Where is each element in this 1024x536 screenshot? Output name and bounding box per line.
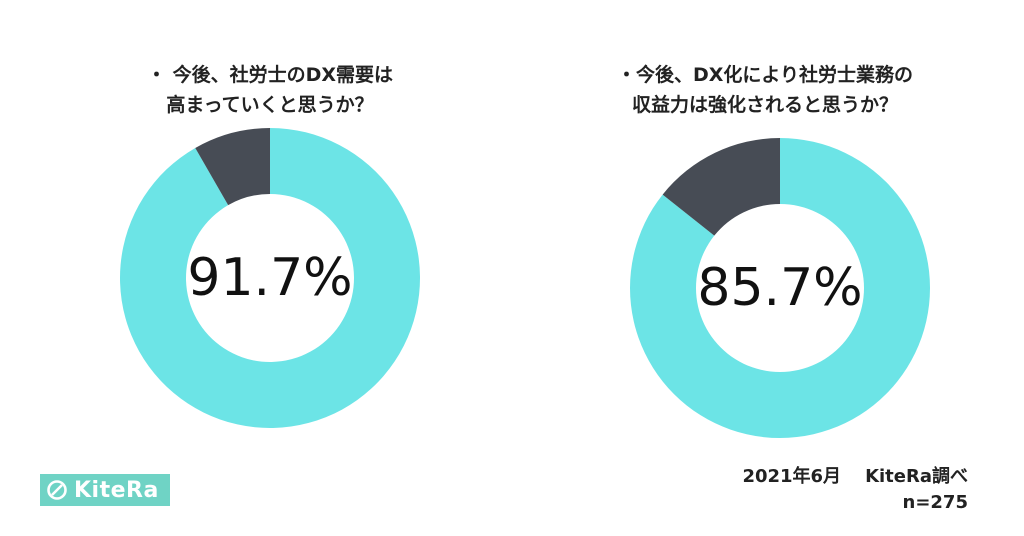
chart-1-title-line-1: ・ 今後、社労士のDX需要は — [146, 64, 394, 86]
kitera-logo: KiteRa — [40, 474, 170, 506]
kitera-logo-icon — [47, 480, 67, 500]
donut-1-slice-1 — [120, 128, 420, 429]
donut-2-slice-1 — [630, 138, 930, 438]
source-note: 2021年6月 KiteRa調べ — [742, 462, 968, 488]
kitera-logo-text: KiteRa — [74, 477, 159, 503]
chart-2-title: ・今後、DX化により社労士業務の 収益力は強化されると思うか？ — [595, 60, 935, 120]
survey-date: 2021年6月 — [742, 466, 842, 487]
chart-2-title-line-2: 収益力は強化されると思うか？ — [631, 94, 898, 116]
donut-2-slice-2 — [662, 138, 780, 236]
donut-1-center-label: 91.7% — [187, 248, 352, 308]
chart-2-title-line-1: ・今後、DX化により社労士業務の — [616, 64, 914, 86]
chart-1-title: ・ 今後、社労士のDX需要は 高まっていくと思うか？ — [120, 60, 420, 120]
donut-chart-1: 91.7% — [120, 128, 420, 429]
donut-chart-2: 85.7% — [630, 138, 930, 438]
survey-source: KiteRa調べ — [865, 466, 968, 487]
donut-1-slice-2 — [195, 128, 270, 206]
sample-size: n=275 — [902, 492, 968, 513]
chart-1-title-line-2: 高まっていくと思うか？ — [166, 94, 374, 116]
donut-2-center-label: 85.7% — [697, 258, 862, 318]
